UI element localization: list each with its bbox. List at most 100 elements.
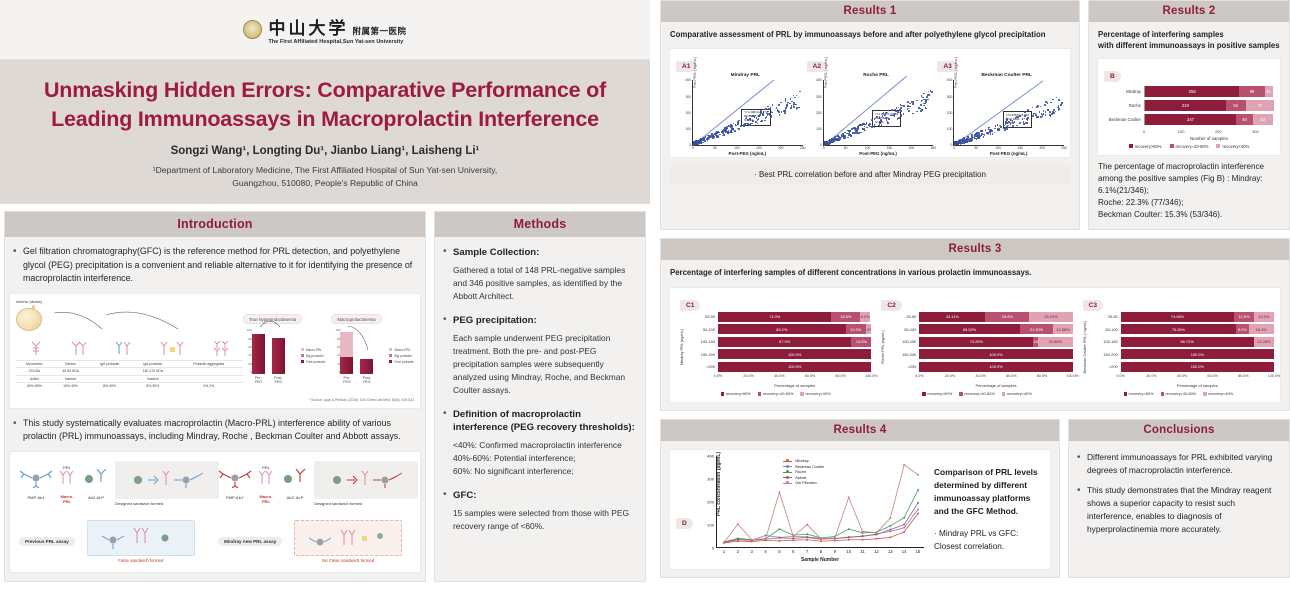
scatter-point xyxy=(703,139,705,141)
scatter-point xyxy=(791,100,793,103)
scatter-point xyxy=(755,117,758,120)
scatter-point xyxy=(732,128,734,130)
scatter-point xyxy=(862,123,864,126)
chart-category-label: >200 xyxy=(706,364,715,370)
chart-segment: 21.90% xyxy=(1019,324,1054,335)
introduction-panel: Introduction Gel filtration chromatograp… xyxy=(4,211,426,582)
scatter-point xyxy=(1011,121,1014,123)
scatter-point xyxy=(998,124,1001,127)
scatter-point xyxy=(878,121,881,123)
scatter-point xyxy=(988,128,990,131)
line-point xyxy=(917,473,919,476)
scatter-point xyxy=(749,124,752,126)
line-point xyxy=(820,537,822,540)
intro-bar-charts: True hyperprolactinemia 100806040200 xyxy=(242,300,414,395)
line-point xyxy=(792,535,795,538)
cell-mass-3: 150-170 KDa xyxy=(130,367,175,376)
scatter-point xyxy=(921,108,924,111)
chart-segment: 22.86% xyxy=(1038,336,1073,347)
scatter-point xyxy=(863,123,865,125)
scatter-point xyxy=(966,141,969,143)
chart-category-label: 50-100 xyxy=(1105,326,1118,332)
bar-post-peg-right xyxy=(360,359,374,375)
left-chart-yaxis: 100806040200 xyxy=(246,328,252,374)
scatter-point xyxy=(1011,119,1014,122)
line-point xyxy=(792,537,795,540)
scatter-point xyxy=(857,128,860,131)
chart-segment: 83.2% xyxy=(718,324,846,335)
results4-text-bold: Comparison of PRL levels determined by d… xyxy=(934,466,1038,516)
scatter-point xyxy=(723,129,726,131)
chart-xtick: 20.0% xyxy=(944,374,956,379)
scatter-point xyxy=(871,126,873,128)
intro-figure-1: Anterior pituitary xyxy=(9,292,421,409)
scatter-point xyxy=(764,117,767,119)
chart-segment: 43.11% xyxy=(919,311,986,322)
scatter-point xyxy=(847,132,850,135)
scatter-title-a3: Beckman Coulter PRL xyxy=(981,73,1032,79)
scatter-point xyxy=(825,143,827,145)
scatter-point xyxy=(851,128,853,130)
chart-xtick: 0.0% xyxy=(915,374,924,379)
scatter-point xyxy=(708,134,710,137)
scatter-point xyxy=(959,140,962,143)
chart-b-segment: 247 xyxy=(1145,113,1237,125)
scatter-point xyxy=(925,101,928,104)
scatter-point xyxy=(730,130,732,132)
chart-b-xtick: 0 xyxy=(1142,128,1146,134)
scatter-point xyxy=(1052,98,1054,101)
scatter-point xyxy=(873,126,876,129)
cell-pct-0: 60%-80% xyxy=(16,381,53,390)
chart-b-stacked-bars: Mindray 256 69 21 Roche 219 54 77 Beckman Coulte… xyxy=(1104,85,1274,149)
scatter-point xyxy=(768,114,771,116)
scatter-point xyxy=(1017,116,1020,118)
scatter-point xyxy=(745,117,747,120)
scatter-point xyxy=(884,117,887,119)
scatter-point xyxy=(823,141,826,144)
scatter-point xyxy=(966,137,968,140)
results1-figure: A1 Mindray PRL Pre-PEG ( ng/mL) 400 300 20… xyxy=(669,48,1071,159)
chart-xtick: 80.0% xyxy=(835,374,846,379)
chart-d-xtick: 2 xyxy=(736,548,740,554)
scatter-point xyxy=(981,129,983,132)
chart-row: 25-50 74.0% 18.8% 6.2% xyxy=(694,311,871,322)
scatter-point xyxy=(769,106,772,109)
scatter-point xyxy=(909,105,912,108)
scatter-point xyxy=(1052,112,1055,114)
scatter-point xyxy=(858,131,860,134)
line-point xyxy=(833,539,836,542)
scatter-point xyxy=(868,123,871,126)
chart-segment: 100.0% xyxy=(919,349,1073,360)
scatter-point xyxy=(962,142,965,144)
scatter-point xyxy=(899,107,902,109)
scatter-point xyxy=(784,98,787,101)
scatter-point xyxy=(699,142,701,145)
scatter-point xyxy=(695,141,698,143)
scatter-point xyxy=(723,134,726,136)
scatter-point xyxy=(714,133,716,135)
scatter-point xyxy=(831,138,833,140)
scatter-point xyxy=(964,138,967,141)
cell-pct-1: 15%-30% xyxy=(52,381,89,390)
scatter-point xyxy=(907,100,909,103)
line-point xyxy=(806,523,809,526)
scatter-point xyxy=(697,139,699,142)
scatter-point xyxy=(743,125,745,128)
right-chart-yaxis: 100806040200 xyxy=(335,328,341,374)
scatter-point xyxy=(880,116,883,119)
scatter-point xyxy=(1012,121,1015,124)
results2-subtitle-2: with different immunoassays in positive … xyxy=(1098,41,1280,51)
scatter-point xyxy=(727,130,730,133)
scatter-point xyxy=(1041,115,1044,117)
label-pmp-ab1: PMP-Ab1 xyxy=(27,494,45,500)
scatter-point xyxy=(972,136,975,139)
scatter-point xyxy=(716,132,718,134)
prl-monomer-icon xyxy=(30,341,42,357)
scatter-point xyxy=(748,124,750,127)
scatter-point xyxy=(713,136,716,138)
scatter-point xyxy=(778,104,780,107)
scatter-point xyxy=(900,114,902,116)
scatter-point xyxy=(993,127,996,130)
chart-d-ytick: 200 xyxy=(707,499,714,505)
